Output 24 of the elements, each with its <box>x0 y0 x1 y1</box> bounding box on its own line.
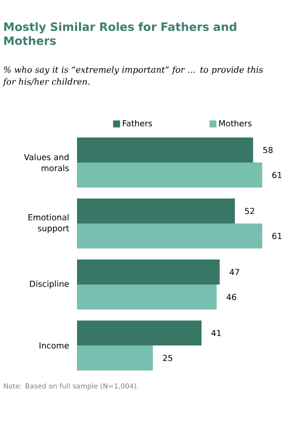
data-label: 25 <box>163 354 172 362</box>
chart-subtitle: % who say it is “extremely important” for ... to provide this for his/her children. <box>2 66 263 86</box>
legend-label: Mothers <box>219 120 252 126</box>
data-label: 41 <box>211 330 221 336</box>
y-tick-label: Income <box>40 342 69 349</box>
data-label: 58 <box>263 146 273 154</box>
y-tick-label: Values and morals <box>24 154 69 172</box>
bar <box>77 162 262 188</box>
data-label: 61 <box>272 172 282 178</box>
bar <box>77 284 217 310</box>
y-tick-label: Discipline <box>30 280 69 289</box>
bar <box>77 320 202 346</box>
bar <box>77 260 220 285</box>
data-label: 61 <box>272 232 282 240</box>
legend-label: Fathers <box>122 120 152 126</box>
bar <box>77 198 235 224</box>
bar <box>77 346 153 371</box>
data-label: 46 <box>226 294 236 300</box>
data-label: 47 <box>230 268 240 276</box>
y-tick-label: Emotional support <box>28 214 70 233</box>
bar <box>77 138 254 163</box>
data-label: 52 <box>245 208 254 214</box>
chart-title: Mostly Similar Roles for Fathers and Mothers <box>4 22 236 46</box>
bar <box>77 224 262 249</box>
